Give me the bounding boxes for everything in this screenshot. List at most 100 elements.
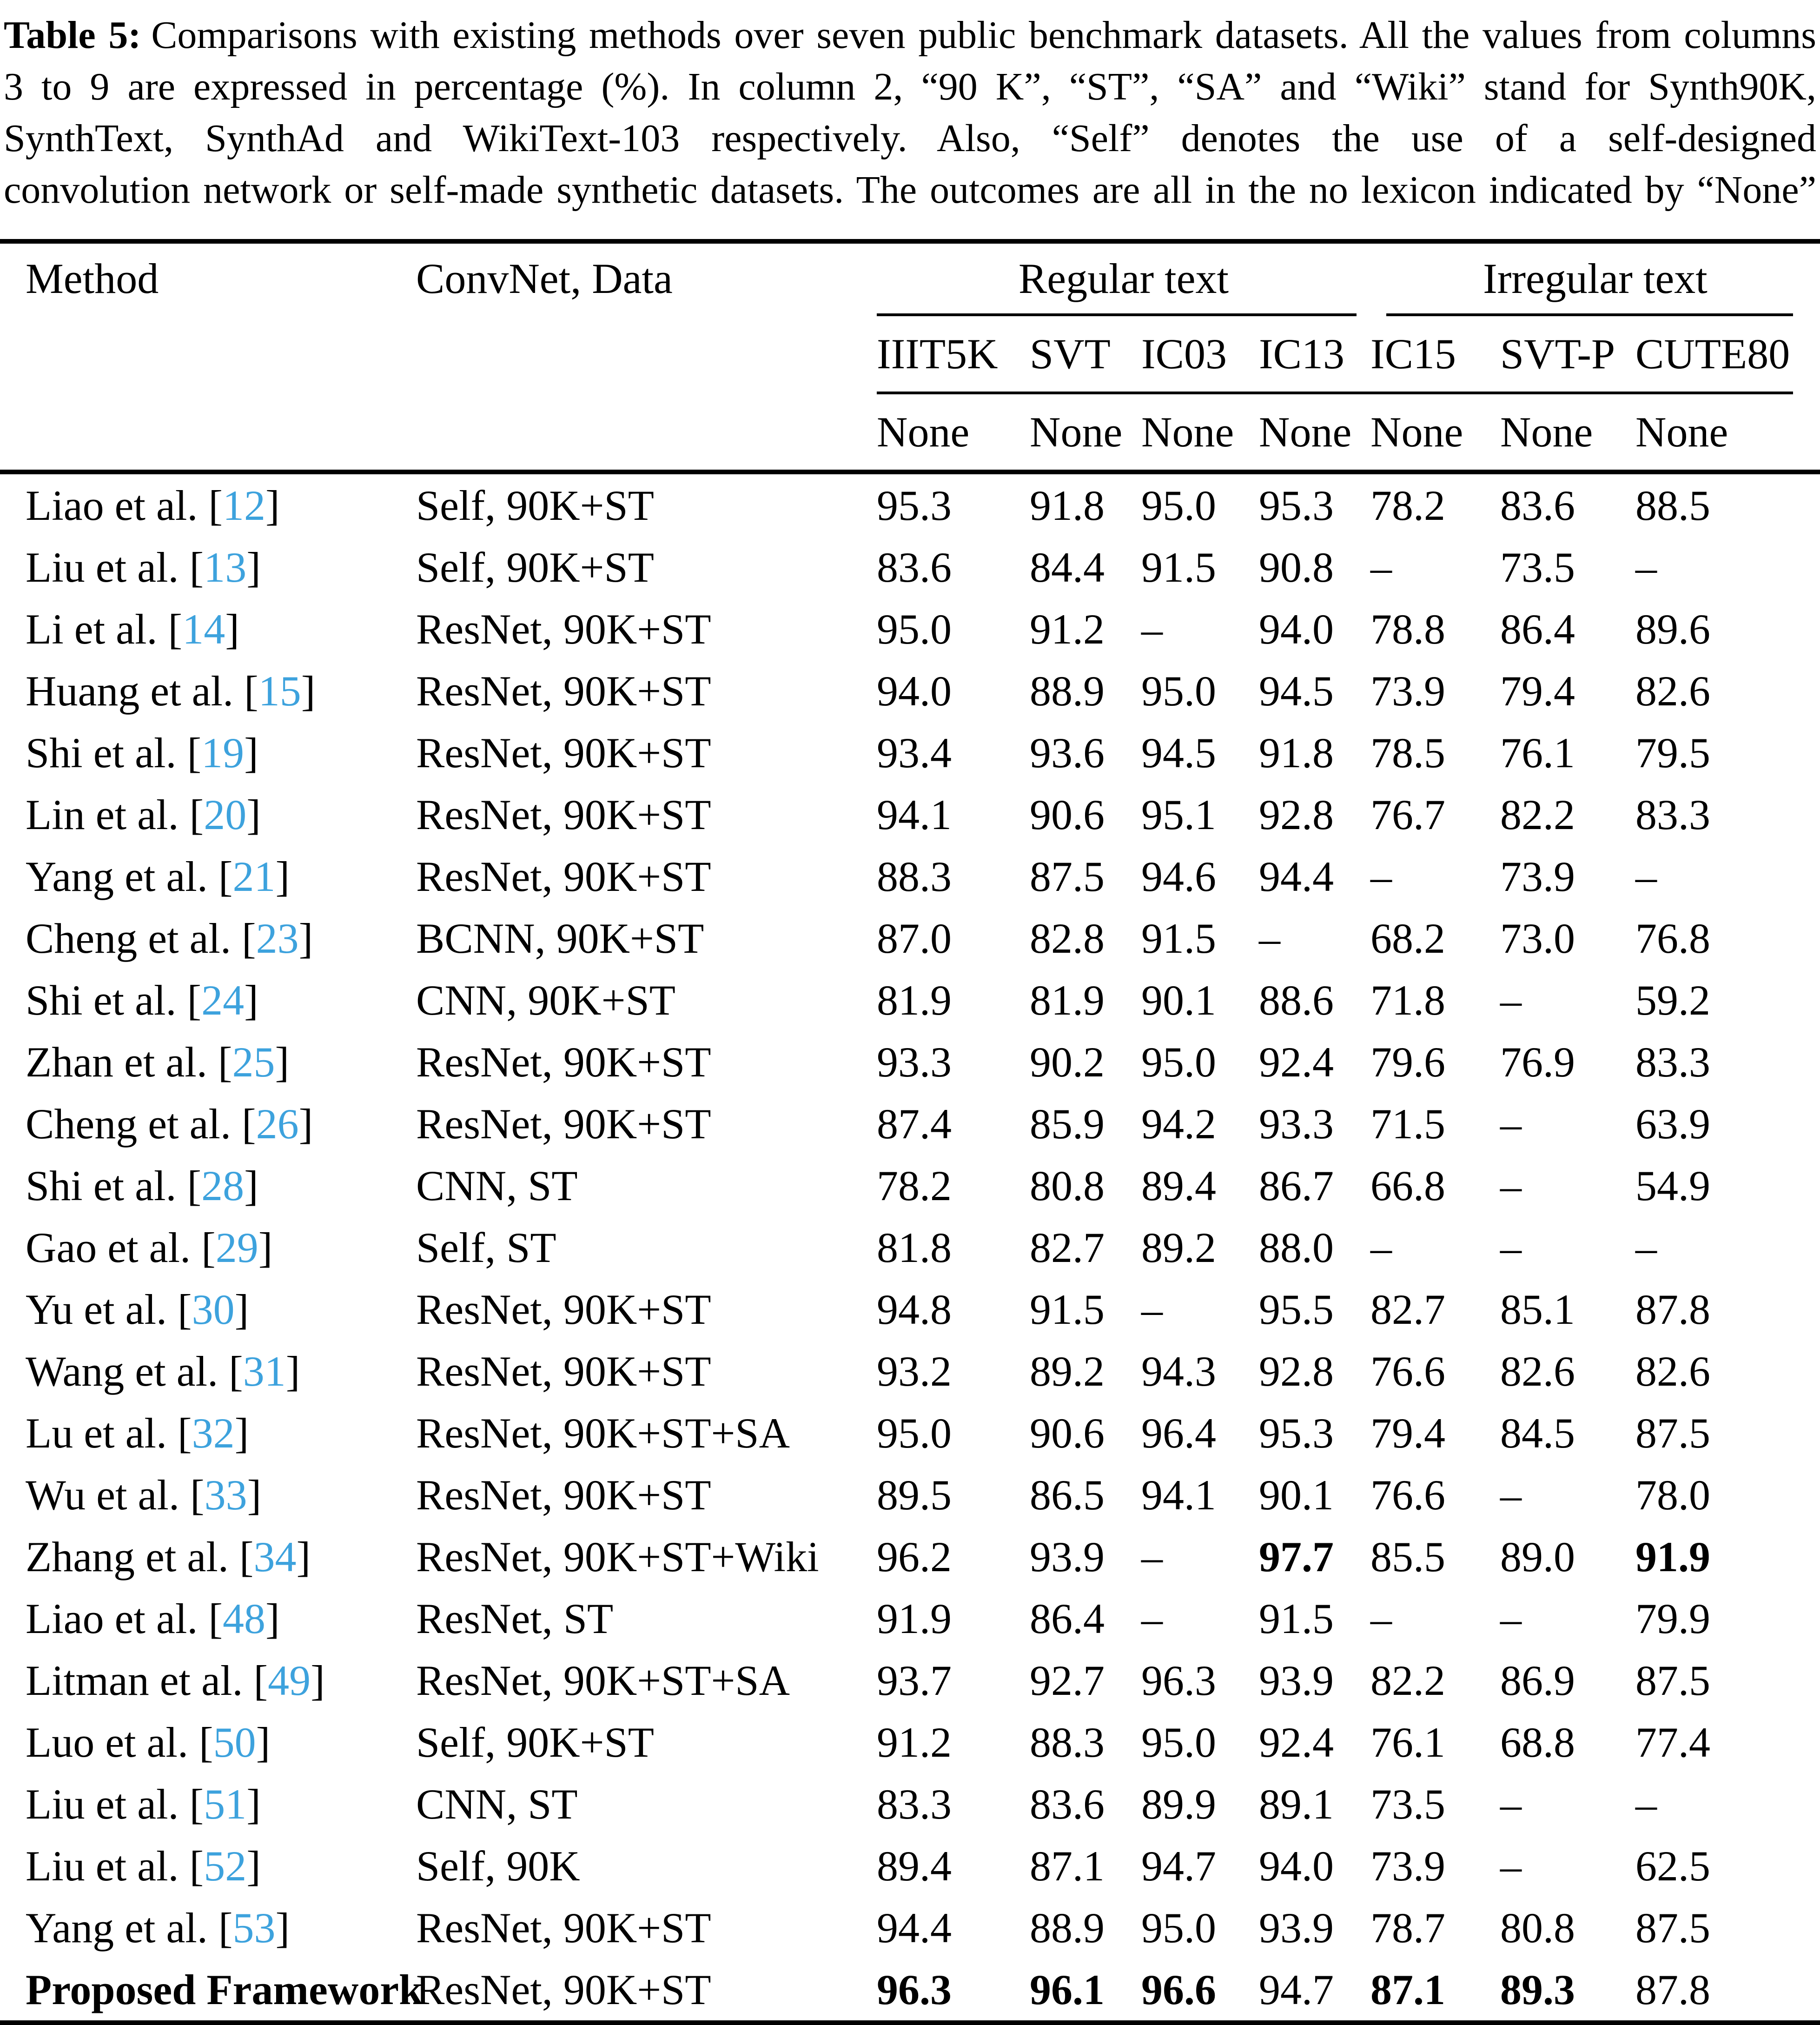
citation-ref[interactable]: 25: [232, 1038, 275, 1086]
score-cell: 91.2: [877, 1718, 952, 1766]
table-row: Luo et al. [50] Self, 90K+ST 91.2 88.3 95.0 9…: [0, 1711, 1820, 1773]
score-cell: 95.1: [1141, 790, 1216, 838]
citation-ref[interactable]: 48: [223, 1594, 266, 1642]
method-name: Cheng et al.: [26, 914, 231, 962]
score-cell: 81.9: [877, 976, 952, 1024]
score-cell: 93.3: [877, 1038, 952, 1086]
score-cell: 95.0: [877, 1409, 952, 1457]
method-name: Liu et al.: [26, 543, 179, 591]
score-cell: 87.8: [1635, 1965, 1710, 2013]
citation-bracket: ]: [246, 543, 261, 591]
score-cell: 96.1: [1030, 1965, 1105, 2013]
citation-ref[interactable]: 30: [192, 1285, 235, 1333]
citation-ref[interactable]: 33: [204, 1471, 247, 1519]
citation-ref[interactable]: 13: [204, 543, 247, 591]
citation-bracket: [: [188, 1718, 213, 1766]
score-cell: 73.9: [1500, 852, 1575, 900]
score-cell: 88.3: [1030, 1718, 1105, 1766]
citation-bracket: ]: [246, 1842, 261, 1890]
score-cell: 83.6: [1500, 481, 1575, 529]
citation-ref[interactable]: 21: [232, 852, 276, 900]
score-cell: –: [1500, 976, 1522, 1024]
citation-ref[interactable]: 20: [204, 790, 247, 838]
citation-ref[interactable]: 26: [256, 1100, 299, 1148]
citation-ref[interactable]: 15: [258, 667, 301, 715]
convnet-data-cell: ResNet, 90K+ST: [416, 852, 711, 900]
convnet-data-cell: ResNet, ST: [416, 1594, 614, 1642]
method-name: Lin et al.: [26, 790, 179, 838]
citation-ref[interactable]: 31: [243, 1347, 286, 1395]
convnet-data-cell: BCNN, 90K+ST: [416, 914, 704, 962]
citation-ref[interactable]: 34: [253, 1533, 297, 1580]
citation-ref[interactable]: 12: [223, 481, 266, 529]
column-header-dataset: IC03: [1141, 330, 1227, 378]
score-cell: 97.7: [1259, 1533, 1334, 1580]
citation-ref[interactable]: 19: [201, 729, 245, 777]
score-cell: 96.2: [877, 1533, 952, 1580]
score-cell: –: [1500, 1842, 1522, 1890]
score-cell: 89.3: [1500, 1965, 1575, 2013]
table-row: Yu et al. [30] ResNet, 90K+ST 94.8 91.5–95.…: [0, 1278, 1820, 1340]
citation-bracket: ]: [246, 1780, 261, 1828]
citation-ref[interactable]: 14: [182, 605, 225, 653]
score-cell: 87.8: [1635, 1285, 1710, 1333]
citation-ref[interactable]: 24: [201, 976, 245, 1024]
score-cell: 88.6: [1259, 976, 1334, 1024]
method-cell: Gao et al. [29]: [0, 1216, 416, 1278]
score-cell: 93.4: [877, 729, 952, 777]
score-cell: 91.8: [1030, 481, 1105, 529]
citation-ref[interactable]: 49: [268, 1656, 311, 1704]
score-cell: –: [1141, 1594, 1163, 1642]
column-header-dataset: IC13: [1259, 330, 1344, 378]
method-name: Yu et al.: [26, 1285, 167, 1333]
citation-bracket: ]: [275, 1038, 290, 1086]
citation-bracket: ]: [298, 1100, 313, 1148]
citation-bracket: ]: [311, 1656, 325, 1704]
score-cell: 89.4: [1141, 1162, 1216, 1209]
citation-ref[interactable]: 50: [213, 1718, 256, 1766]
method-cell: Shi et al. [19]: [0, 722, 416, 783]
method-name: Liu et al.: [26, 1780, 179, 1828]
score-cell: 95.0: [877, 605, 952, 653]
score-cell: –: [1635, 852, 1657, 900]
caption-line: 3 to 9 are expressed in percentage (%). …: [4, 65, 1816, 108]
table-row: Shi et al. [24] CNN, 90K+ST 81.9 81.9 90.1 88…: [0, 969, 1820, 1031]
column-header-convnet-data: ConvNet, Data: [416, 255, 673, 302]
score-cell: 87.1: [1030, 1842, 1105, 1890]
score-cell: 94.5: [1141, 729, 1216, 777]
method-cell: Liao et al. [12]: [0, 474, 416, 536]
method-name: Luo et al.: [26, 1718, 188, 1766]
citation-ref[interactable]: 53: [232, 1904, 276, 1952]
score-cell: –: [1635, 1780, 1657, 1828]
citation-ref[interactable]: 52: [204, 1842, 247, 1890]
citation-ref[interactable]: 28: [201, 1162, 245, 1209]
score-cell: 95.0: [1141, 1904, 1216, 1952]
score-cell: 91.5: [1141, 543, 1216, 591]
convnet-data-cell: CNN, ST: [416, 1780, 578, 1828]
score-cell: 80.8: [1500, 1904, 1575, 1952]
score-cell: 91.2: [1030, 605, 1105, 653]
convnet-data-cell: ResNet, 90K+ST: [416, 729, 711, 777]
score-cell: 92.4: [1259, 1718, 1334, 1766]
table-body: Liao et al. [12] Self, 90K+ST 95.3 91.8 95.0…: [0, 474, 1820, 2020]
score-cell: 90.1: [1259, 1471, 1334, 1519]
citation-bracket: ]: [244, 1162, 258, 1209]
score-cell: 81.8: [877, 1223, 952, 1271]
method-name: Gao et al.: [26, 1223, 191, 1271]
score-cell: 87.1: [1370, 1965, 1445, 2013]
citation-ref[interactable]: 29: [215, 1223, 258, 1271]
citation-ref[interactable]: 23: [256, 914, 299, 962]
score-cell: 94.0: [1259, 605, 1334, 653]
table-row: Zhan et al. [25] ResNet, 90K+ST 93.3 90.2 95…: [0, 1031, 1820, 1093]
citation-ref[interactable]: 32: [192, 1409, 235, 1457]
citation-ref[interactable]: 51: [204, 1780, 247, 1828]
group-header-regular-text: Regular text: [1018, 255, 1229, 302]
score-cell: 83.6: [1030, 1780, 1105, 1828]
convnet-data-cell: CNN, ST: [416, 1162, 578, 1209]
method-cell: Liu et al. [13]: [0, 536, 416, 598]
score-cell: 94.2: [1141, 1100, 1216, 1148]
method-name: Litman et al.: [26, 1656, 243, 1704]
score-cell: 73.5: [1370, 1780, 1445, 1828]
score-cell: 89.2: [1141, 1223, 1216, 1271]
citation-bracket: [: [179, 1842, 204, 1890]
